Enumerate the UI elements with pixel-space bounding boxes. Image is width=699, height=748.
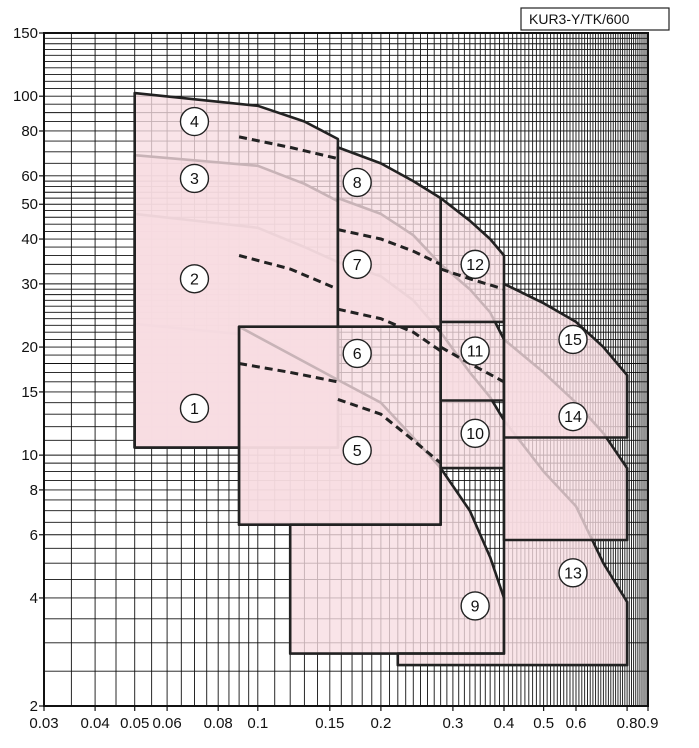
zone-badge-5: 5 [342,435,372,466]
x-tick-label: 0.8 [617,715,638,732]
x-tick-label: 0.05 [120,715,149,732]
zone-badge-label: 2 [190,271,199,288]
zone-badge-circle [342,435,372,466]
dashed-curve-1 [238,362,339,384]
dashed-curve-4 [337,397,442,465]
y-tick-label: 2 [30,698,38,715]
zone-badge-circle [179,163,210,194]
x-tick-label: 0.3 [442,715,463,732]
x-tick-label: 0.04 [80,715,109,732]
zone-badge-label: 13 [564,565,582,582]
zone-badge-circle [460,591,490,621]
zone-badge-1: 1 [179,393,210,424]
x-tick-label: 0.08 [204,715,233,732]
zone-badge-circle [342,338,372,369]
x-tick-label: 0.9 [638,715,659,732]
dashed-curve-2 [238,254,339,291]
zone-badge-14: 14 [558,401,588,432]
y-tick-label: 8 [30,482,38,499]
zone-badge-6: 6 [342,338,372,369]
dashed-curve-6 [337,228,442,266]
y-tick-label: 20 [21,339,38,356]
x-tick-label: 0.15 [315,715,344,732]
zone-badge-label: 14 [564,409,582,426]
zone-badge-label: 15 [564,332,582,349]
x-tick-label: 0.6 [566,715,587,732]
plot-frame [43,32,649,707]
zone-badge-label: 9 [471,598,480,615]
x-tick-label: 0.06 [152,715,181,732]
y-tick-label: 40 [21,231,38,248]
chart-title: KUR3-Y/TK/600 [529,11,630,27]
zone-badge-label: 11 [467,344,484,361]
zone-badge-circle [460,418,490,449]
zone-badge-circle [342,167,372,198]
x-axis-ticks: 0.03 0.04 0.05 0.06 0.08 0.1 0.15 0.2 0.3 0.4 0.5 0… [29,706,658,732]
x-tick-label: 0.4 [494,715,515,732]
zone-badge-label: 5 [353,443,362,460]
x-tick-label: 0.5 [533,715,554,732]
zone-badge-label: 6 [353,346,362,363]
x-tick-label: 0.2 [370,715,391,732]
zone-badge-circle [460,249,490,280]
y-tick-label: 80 [21,123,38,140]
zone-badge-label: 4 [190,114,199,131]
zone-badge-8: 8 [342,167,372,198]
model-label-box [520,7,670,31]
zone-badge-label: 12 [466,257,484,274]
zone-badge-circle [179,106,210,137]
zone-badge-circle [342,249,372,280]
x-tick-label: 0.03 [29,715,58,732]
zone-15-area [502,282,629,439]
zone-badge-label: 7 [353,257,362,274]
y-tick-label: 10 [21,447,38,464]
y-tick-label: 150 [13,25,38,42]
zone-badge-10: 10 [460,418,490,449]
zone-badge-label: 10 [466,426,484,443]
zone-badge-3: 3 [179,163,210,194]
y-tick-label: 6 [30,527,38,544]
zone-badge-circle [558,401,588,432]
zone-badge-circle [558,558,588,588]
dashed-curve-5 [337,307,442,353]
zone-badge-2: 2 [179,264,210,294]
zone-badge-12: 12 [460,249,490,280]
zone-badge-4: 4 [179,106,210,137]
y-tick-label: 60 [21,168,38,185]
zone-badge-label: 8 [353,175,362,192]
zone-badge-circle [179,393,210,424]
y-tick-label: 4 [30,590,38,607]
dashed-curve-8 [440,267,505,291]
dashed-curves [238,135,505,465]
zone-badge-9: 9 [460,591,490,621]
y-tick-label: 100 [13,88,38,105]
zone-badge-15: 15 [558,324,588,355]
dashed-curve-3 [238,135,339,161]
y-axis-ticks: 2 4 6 8 10 15 20 30 40 50 60 80 100 150 [13,25,44,715]
x-tick-label: 0.1 [247,715,268,732]
zone-badge-7: 7 [342,249,372,280]
zone-badge-circle [179,264,210,294]
model-label: KUR3-Y/TK/600 [520,7,670,31]
zone-badge-circle [460,336,490,366]
zone-badge-label: 1 [190,401,199,418]
zone-badge-11: 11 [460,336,490,366]
zone-badge-circle [558,324,588,355]
zone-badge-label: 3 [190,171,199,188]
y-tick-label: 30 [21,276,38,293]
y-tick-label: 50 [21,196,38,213]
y-tick-label: 15 [21,384,38,401]
zone-badge-13: 13 [558,558,588,588]
